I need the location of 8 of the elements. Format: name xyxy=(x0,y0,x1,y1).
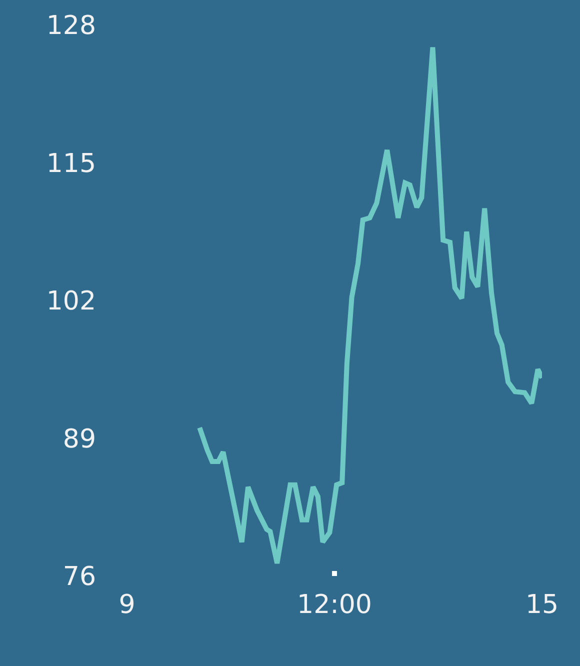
y-tick-label: 89 xyxy=(62,424,96,454)
y-tick-label: 128 xyxy=(46,11,96,42)
y-tick-label: 102 xyxy=(46,286,96,317)
x-tick-label: 9 xyxy=(118,590,136,620)
x-tick-label: 15 xyxy=(525,590,559,620)
x-tick-label: 12:00 xyxy=(297,590,372,620)
y-tick-label: 115 xyxy=(46,148,96,179)
y-tick-label: 76 xyxy=(62,562,96,592)
